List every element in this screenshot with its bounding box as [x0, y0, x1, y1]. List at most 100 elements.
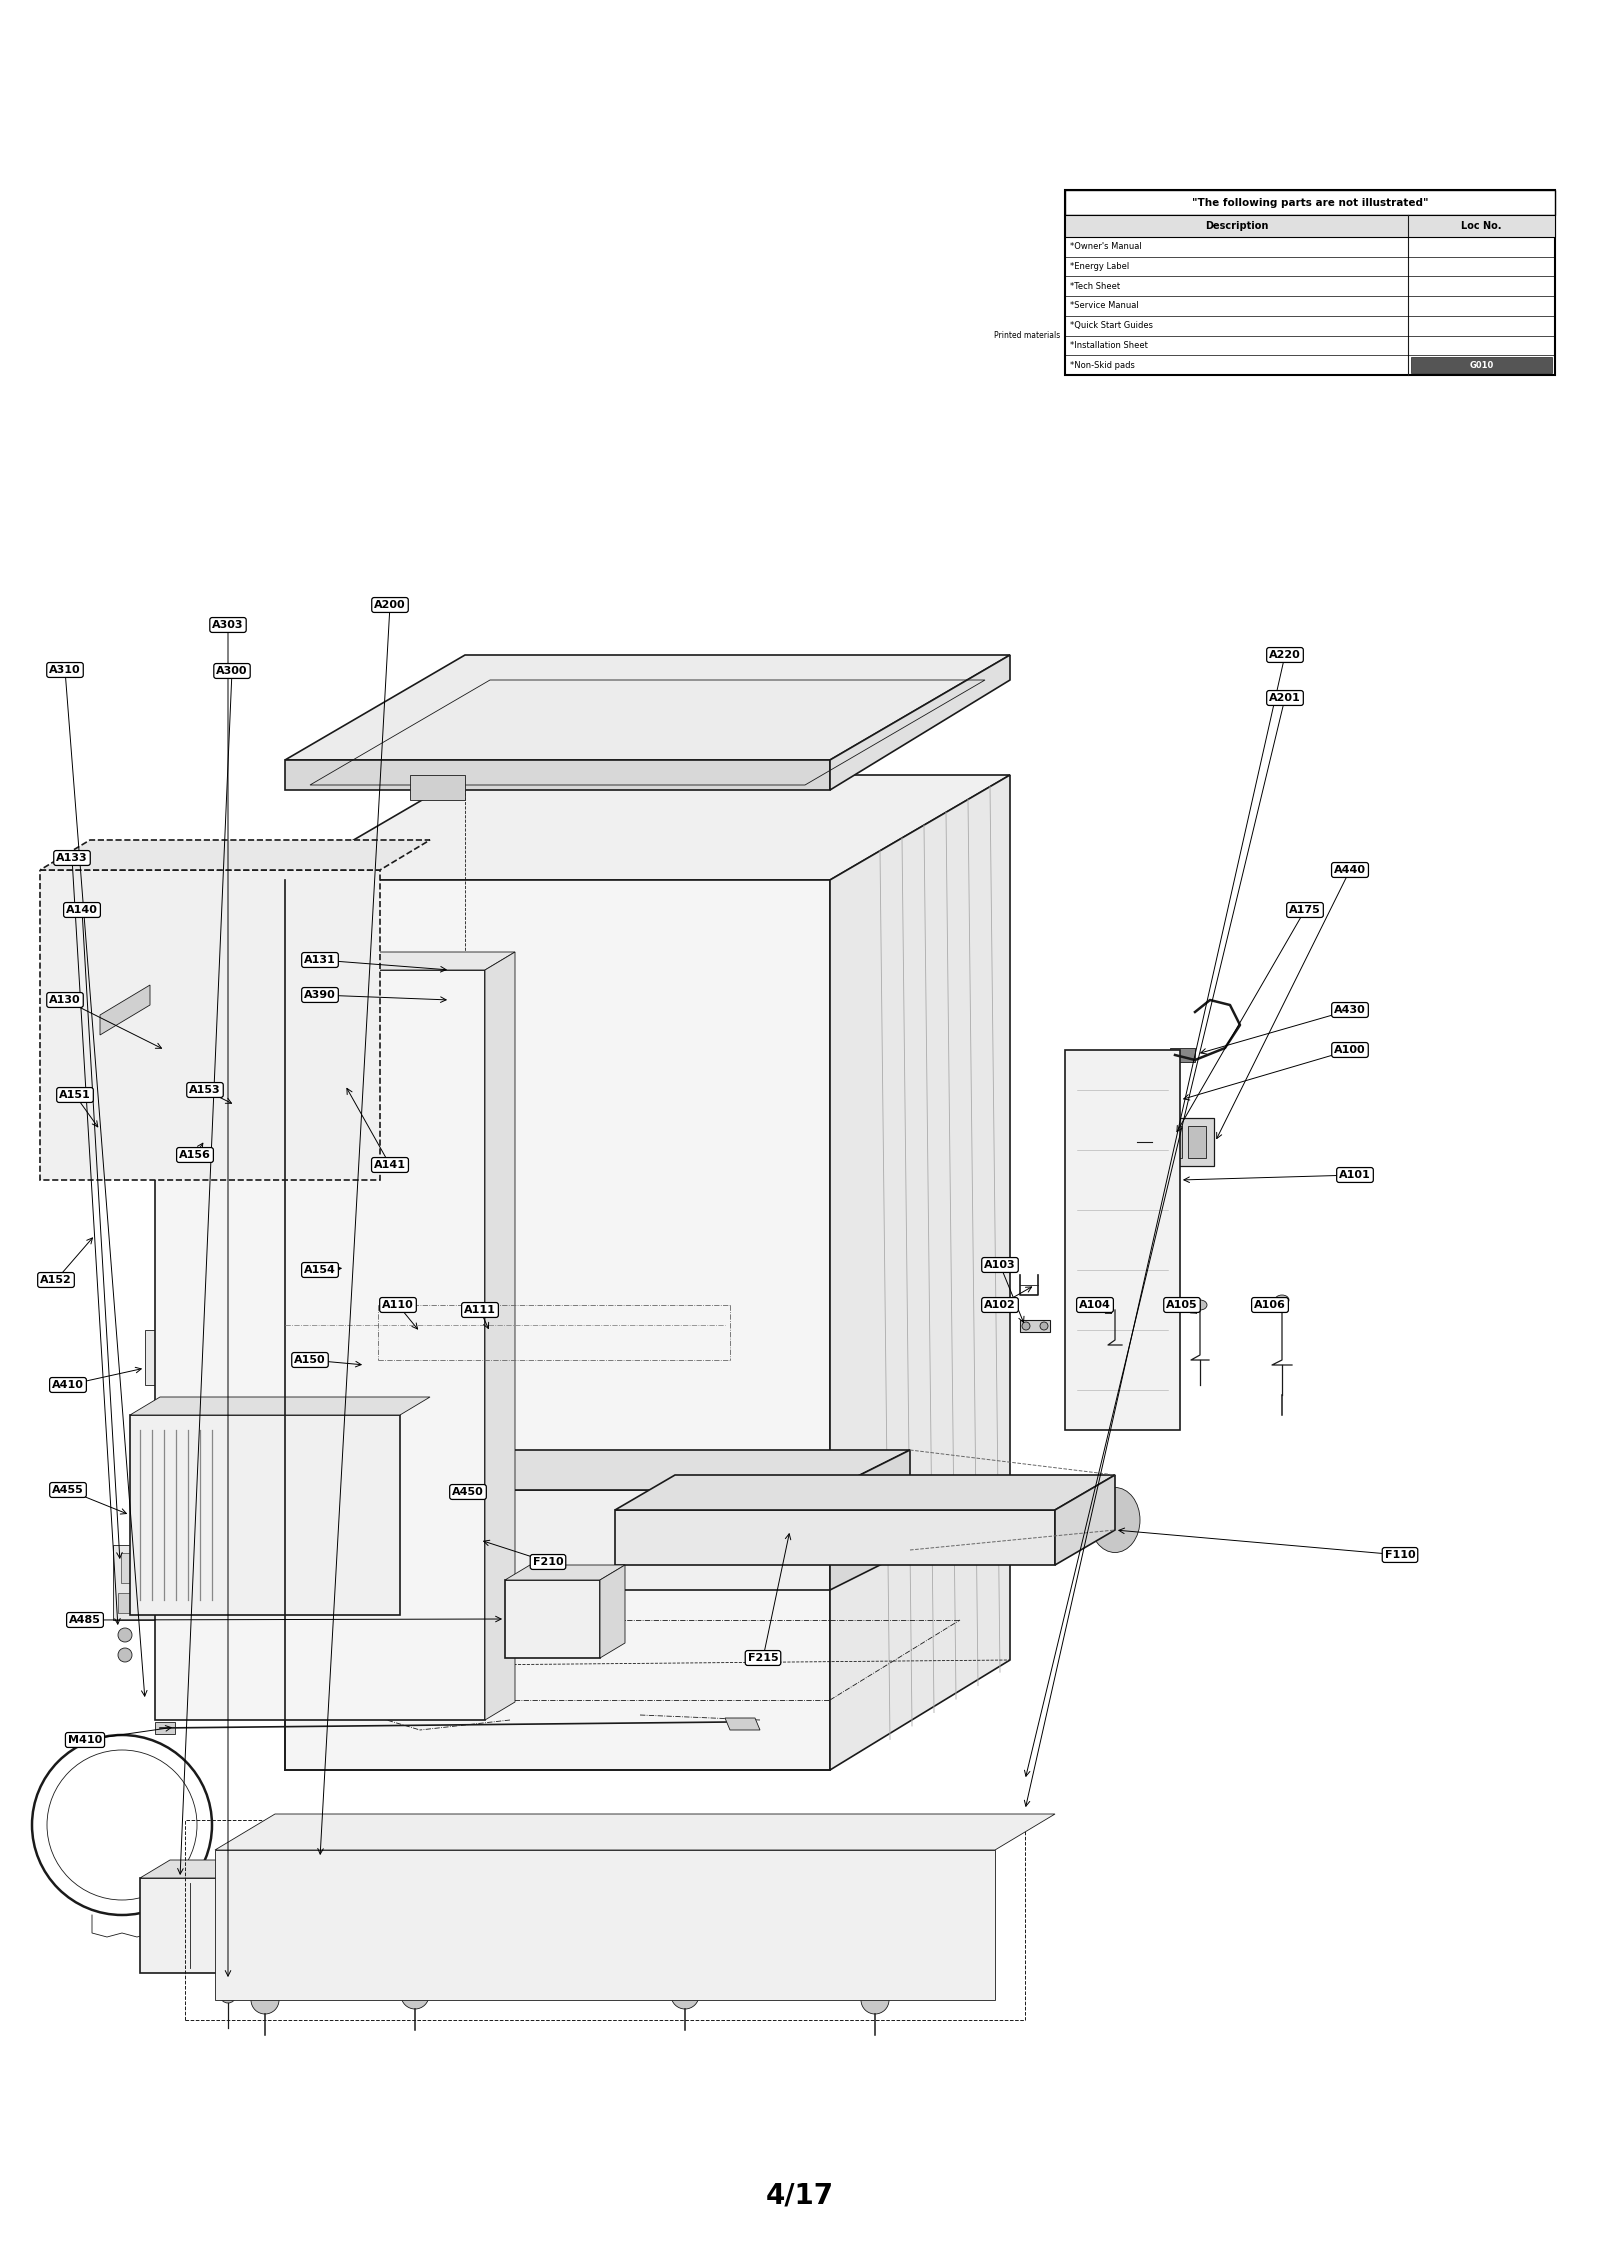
Text: A133: A133 [56, 853, 88, 862]
Polygon shape [285, 654, 1010, 760]
Bar [1066, 190, 1555, 376]
Text: A151: A151 [59, 1091, 91, 1100]
Circle shape [1022, 1322, 1030, 1331]
Circle shape [1122, 1134, 1138, 1150]
Bar [538, 1595, 554, 1638]
Text: A175: A175 [1290, 905, 1322, 914]
Polygon shape [614, 1509, 1054, 1566]
Ellipse shape [1275, 1294, 1290, 1306]
Text: A105: A105 [1166, 1299, 1198, 1310]
Polygon shape [485, 953, 515, 1720]
Text: A131: A131 [304, 955, 336, 964]
Polygon shape [370, 1489, 830, 1591]
Text: *Tech Sheet: *Tech Sheet [1070, 283, 1120, 290]
Polygon shape [130, 1396, 430, 1414]
Polygon shape [99, 984, 150, 1034]
Text: A111: A111 [464, 1306, 496, 1315]
Circle shape [336, 887, 349, 898]
Circle shape [146, 939, 315, 1109]
Bar [515, 1595, 531, 1638]
Text: A310: A310 [50, 665, 82, 674]
Polygon shape [155, 971, 485, 1720]
Circle shape [493, 1523, 528, 1557]
Text: A390: A390 [304, 989, 336, 1000]
Text: A200: A200 [374, 600, 406, 611]
Bar [1152, 1118, 1214, 1165]
Circle shape [251, 1987, 278, 2014]
Polygon shape [830, 654, 1010, 790]
Text: A152: A152 [40, 1274, 72, 1285]
Circle shape [402, 1980, 429, 2010]
Circle shape [230, 1265, 450, 1485]
Bar [310, 1471, 328, 1485]
Polygon shape [830, 1451, 910, 1591]
Ellipse shape [1194, 1299, 1206, 1310]
Bar [1187, 1127, 1206, 1159]
Bar [750, 1525, 768, 1548]
Text: A101: A101 [1339, 1170, 1371, 1179]
Polygon shape [410, 774, 466, 801]
Text: A440: A440 [1334, 864, 1366, 876]
Bar [390, 1475, 408, 1489]
Circle shape [1040, 1322, 1048, 1331]
Ellipse shape [157, 1342, 213, 1399]
Polygon shape [600, 1566, 626, 1659]
Bar [1074, 1066, 1171, 1414]
Bar [155, 1722, 174, 1733]
Text: F215: F215 [747, 1652, 778, 1663]
Circle shape [206, 1908, 243, 1944]
Polygon shape [1054, 1475, 1115, 1566]
Polygon shape [725, 1718, 760, 1729]
Text: *Non-Skid pads: *Non-Skid pads [1070, 360, 1134, 369]
Text: A140: A140 [66, 905, 98, 914]
Polygon shape [141, 1860, 339, 1878]
Text: A450: A450 [453, 1487, 483, 1498]
Bar [118, 1593, 166, 1614]
Polygon shape [214, 1815, 1054, 1849]
Polygon shape [214, 1849, 995, 2000]
Text: A141: A141 [374, 1161, 406, 1170]
Bar [400, 1505, 461, 1575]
Circle shape [198, 1324, 211, 1335]
Polygon shape [285, 774, 1010, 880]
Text: F210: F210 [533, 1557, 563, 1566]
Text: F110: F110 [1384, 1550, 1416, 1559]
Text: A153: A153 [189, 1084, 221, 1095]
Polygon shape [830, 774, 1010, 1770]
Bar [330, 878, 386, 907]
Circle shape [118, 1647, 131, 1661]
Ellipse shape [166, 1351, 205, 1389]
Bar [230, 1435, 386, 1595]
Circle shape [205, 1240, 475, 1509]
Text: 4/17: 4/17 [766, 2182, 834, 2209]
Text: A156: A156 [179, 1150, 211, 1161]
Circle shape [670, 1980, 699, 2010]
Ellipse shape [1107, 1306, 1122, 1315]
Polygon shape [285, 760, 830, 790]
Circle shape [99, 894, 360, 1154]
Text: G010: G010 [1469, 360, 1494, 369]
Bar [250, 1455, 269, 1469]
Text: A410: A410 [53, 1380, 83, 1389]
Bar [1021, 1319, 1050, 1333]
Text: A130: A130 [50, 996, 82, 1005]
Text: A201: A201 [1269, 692, 1301, 704]
Circle shape [122, 917, 338, 1134]
Polygon shape [506, 1566, 626, 1580]
Polygon shape [40, 840, 430, 869]
Bar [339, 1455, 358, 1469]
Text: A150: A150 [294, 1356, 326, 1365]
Bar [570, 1514, 720, 1555]
Text: A485: A485 [69, 1616, 101, 1625]
Polygon shape [141, 1878, 310, 1973]
Polygon shape [130, 1414, 400, 1616]
Bar [781, 1525, 798, 1548]
Text: Loc No.: Loc No. [1461, 222, 1502, 231]
Circle shape [174, 971, 285, 1079]
Bar [558, 1595, 574, 1638]
Bar [370, 1460, 387, 1473]
Text: Printed materials: Printed materials [994, 330, 1059, 339]
Circle shape [480, 1509, 541, 1571]
Text: A154: A154 [304, 1265, 336, 1274]
Bar [146, 1331, 235, 1385]
